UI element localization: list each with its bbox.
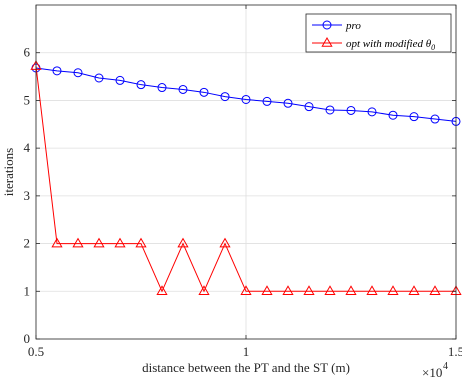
x-tick-label: 1 [243,344,250,359]
y-tick-label: 2 [24,236,31,251]
series-0-marker [409,112,419,122]
series-0-marker [367,107,377,117]
x-tick-label: 1.5 [448,344,462,359]
x-exponent-base: ×10 [422,365,442,380]
series-1-marker [366,285,378,296]
series-0-marker [94,73,104,83]
series-0-marker [220,92,230,102]
series-1-marker [93,237,105,248]
legend: pro opt with modified θ0 [305,13,452,53]
series-line-0 [35,67,457,122]
series-0-marker [388,110,398,120]
series-1-marker [240,285,252,296]
series-1-marker [282,285,294,296]
x-exponent-power: 4 [443,361,448,372]
series-1-marker [408,285,420,296]
series-0-marker [262,96,272,106]
series-0-marker [346,105,356,115]
series-1-marker [51,237,63,248]
x-axis-label: distance between the PT and the ST (m) [142,360,350,375]
grid [35,5,457,340]
series-1-marker [219,237,231,248]
series-1-marker [198,285,210,296]
legend-box [305,13,452,53]
y-tick-label: 6 [24,45,31,60]
series-1-marker [177,237,189,248]
series-0-marker [304,102,314,112]
series-0-marker [178,84,188,94]
series-1-marker [114,237,126,248]
legend-label-opt-subscript: 0 [431,43,435,52]
legend-item-opt: opt with modified θ0 [312,36,435,52]
series-0-marker [115,75,125,85]
axis-ticks: 0.5 1 1.5 0 1 2 3 4 5 6 [24,5,462,359]
y-tick-label: 3 [24,188,31,203]
series-0-marker [430,114,440,124]
series-0-marker [73,68,83,78]
series-1-marker [303,285,315,296]
x-tick-label: 0.5 [28,344,44,359]
series-1-marker [429,285,441,296]
legend-marker-opt [321,36,333,47]
series-0-marker [241,94,251,104]
y-tick-label: 5 [24,92,31,107]
x-axis-exponent: ×10 4 [422,361,448,380]
series-1-marker [324,285,336,296]
series-0-marker [52,66,62,76]
y-tick-label: 0 [24,331,31,346]
y-axis-label: iterations [1,148,16,196]
legend-label-opt: opt with modified θ0 [346,38,435,52]
series-0-marker [136,80,146,90]
series-0-marker [199,87,209,97]
y-tick-label: 4 [24,140,31,155]
series-0-marker [157,83,167,93]
series-line-1 [35,66,456,293]
legend-label-pro: pro [345,20,361,32]
legend-marker-pro [322,20,332,30]
y-tick-label: 1 [24,283,31,298]
series-0-marker [325,105,335,115]
series-0-marker [283,98,293,108]
series-1-marker [261,285,273,296]
legend-label-opt-main: opt with modified θ [346,38,432,50]
series-1-marker [72,237,84,248]
legend-item-pro: pro [312,20,361,32]
series-1-marker [156,285,168,296]
series-1-marker [387,285,399,296]
series-1-marker [345,285,357,296]
series-1-marker [135,237,147,248]
